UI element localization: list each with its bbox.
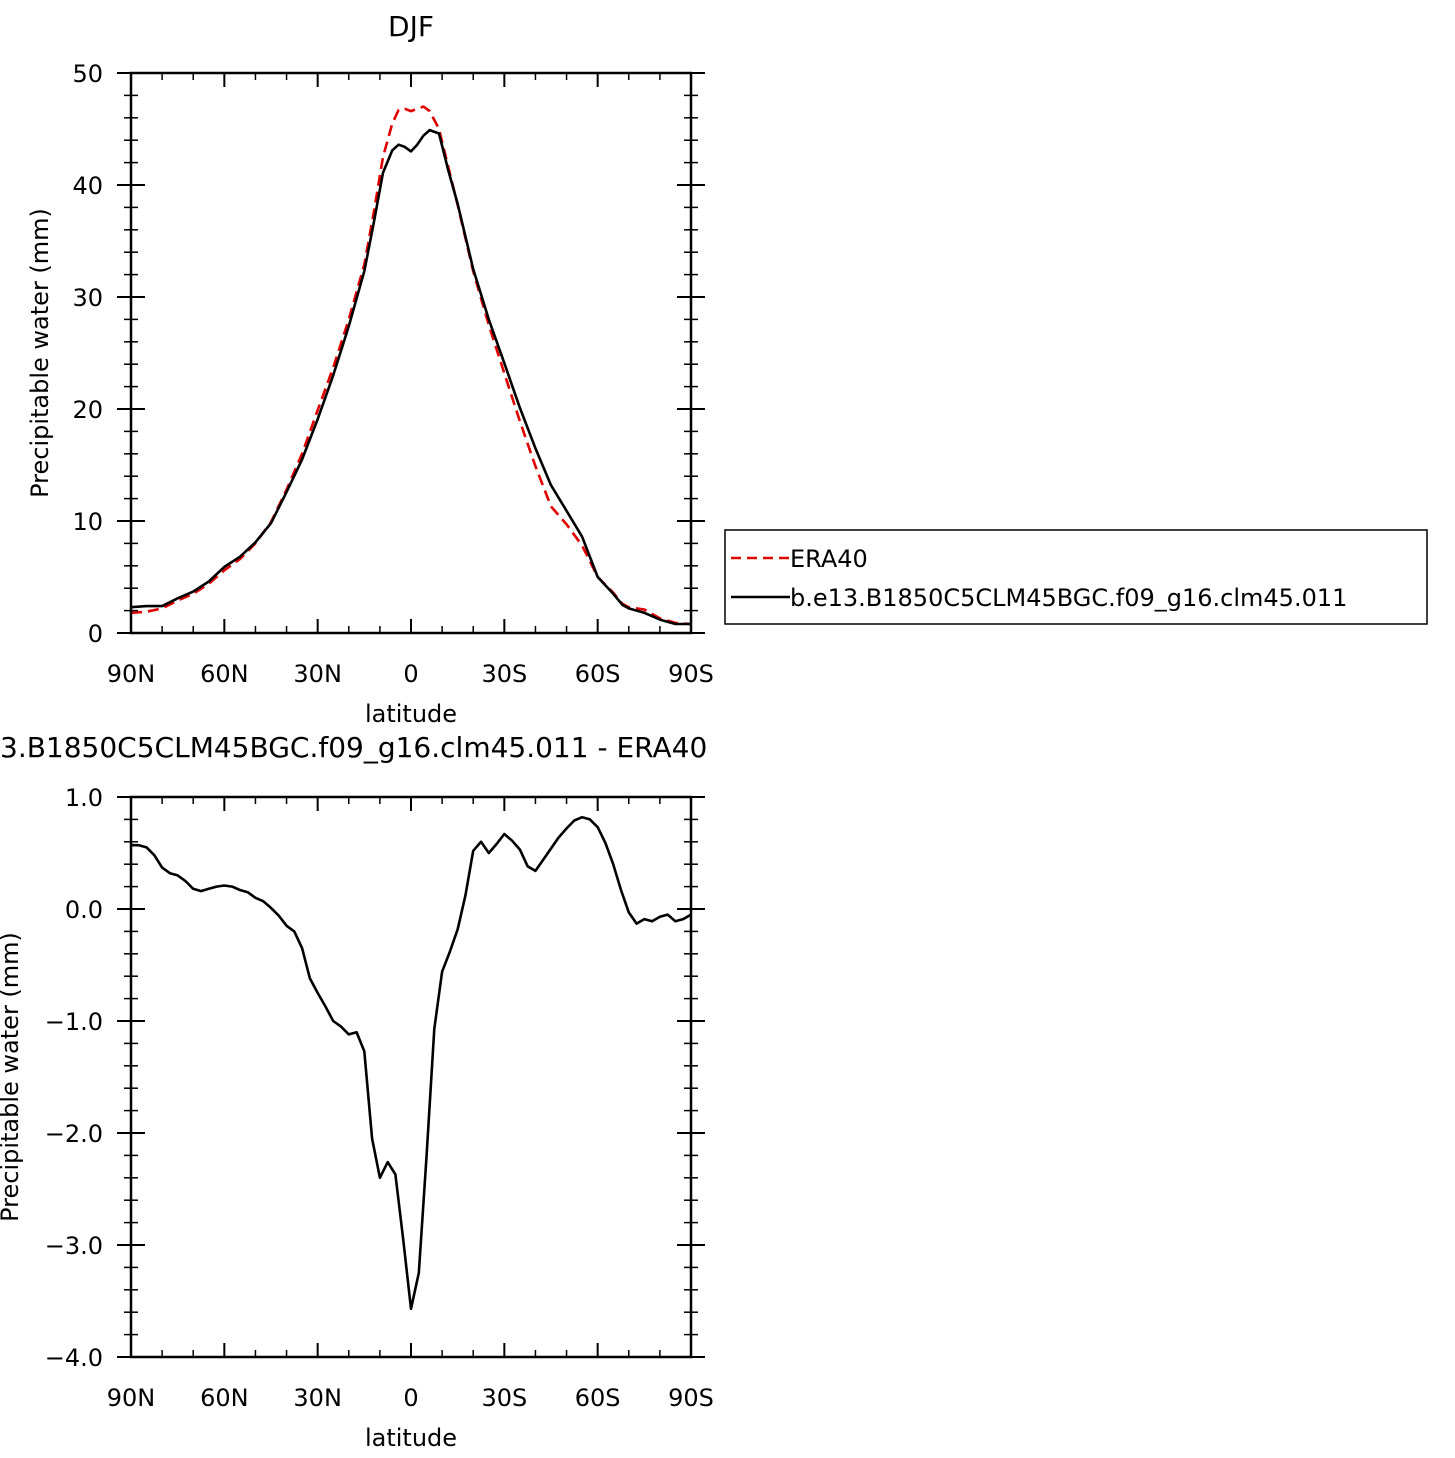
x-tick-label: 90S bbox=[668, 1384, 714, 1412]
difference-series-line bbox=[131, 815, 692, 1311]
bottom-chart-frame bbox=[129, 795, 693, 1359]
y-tick-label: 40 bbox=[72, 172, 103, 200]
legend-box bbox=[724, 529, 1428, 625]
x-tick-label: 30N bbox=[293, 660, 342, 688]
x-tick-label: 60N bbox=[200, 1384, 249, 1412]
chart-legend: ERA40 b.e13.B1850C5CLM45BGC.f09_g16.clm4… bbox=[724, 529, 1428, 625]
y-tick-label: 0 bbox=[88, 620, 103, 648]
y-tick-label: 50 bbox=[72, 60, 103, 88]
x-tick-label: 30N bbox=[293, 1384, 342, 1412]
x-tick-label: 30S bbox=[481, 660, 527, 688]
y-tick-label: 1.0 bbox=[65, 784, 103, 812]
top-chart-x-axis-label: latitude bbox=[365, 700, 457, 728]
top-chart-panel: DJF 90N 60N 30N 0 30S 60S 90S 0 10 20 30 40 50 latit… bbox=[26, 10, 714, 728]
bottom-chart-panel: 3.B1850C5CLM45BGC.f09_g16.clm45.011 - ER… bbox=[0, 731, 714, 1452]
y-tick-label: 0.0 bbox=[65, 896, 103, 924]
x-tick-label: 30S bbox=[481, 1384, 527, 1412]
bottom-chart-y-axis-label: Precipitable water (mm) bbox=[0, 932, 24, 1222]
y-tick-label: 30 bbox=[72, 284, 103, 312]
x-tick-label: 90S bbox=[668, 660, 714, 688]
x-tick-label: 60N bbox=[200, 660, 249, 688]
y-tick-label: −3.0 bbox=[45, 1232, 103, 1260]
series-line-era40 bbox=[130, 105, 692, 626]
legend-label-era40: ERA40 bbox=[790, 545, 868, 573]
x-tick-label: 60S bbox=[575, 1384, 621, 1412]
y-tick-label: 20 bbox=[72, 396, 103, 424]
bottom-chart-x-axis-label: latitude bbox=[365, 1424, 457, 1452]
y-tick-label: −2.0 bbox=[45, 1120, 103, 1148]
x-tick-label: 0 bbox=[403, 1384, 418, 1412]
x-tick-label: 90N bbox=[107, 660, 156, 688]
top-chart-title: DJF bbox=[388, 10, 434, 43]
top-chart-y-axis-label: Precipitable water (mm) bbox=[26, 208, 54, 498]
y-tick-label: −1.0 bbox=[45, 1008, 103, 1036]
bottom-chart-title: 3.B1850C5CLM45BGC.f09_g16.clm45.011 - ER… bbox=[0, 731, 707, 764]
series-line-model bbox=[130, 128, 691, 626]
x-tick-label: 60S bbox=[575, 660, 621, 688]
legend-label-model: b.e13.B1850C5CLM45BGC.f09_g16.clm45.011 bbox=[790, 584, 1347, 612]
y-tick-label: 10 bbox=[72, 508, 103, 536]
x-tick-label: 0 bbox=[403, 660, 418, 688]
top-chart-frame bbox=[129, 71, 693, 635]
y-tick-label: −4.0 bbox=[45, 1344, 103, 1372]
x-tick-label: 90N bbox=[107, 1384, 156, 1412]
